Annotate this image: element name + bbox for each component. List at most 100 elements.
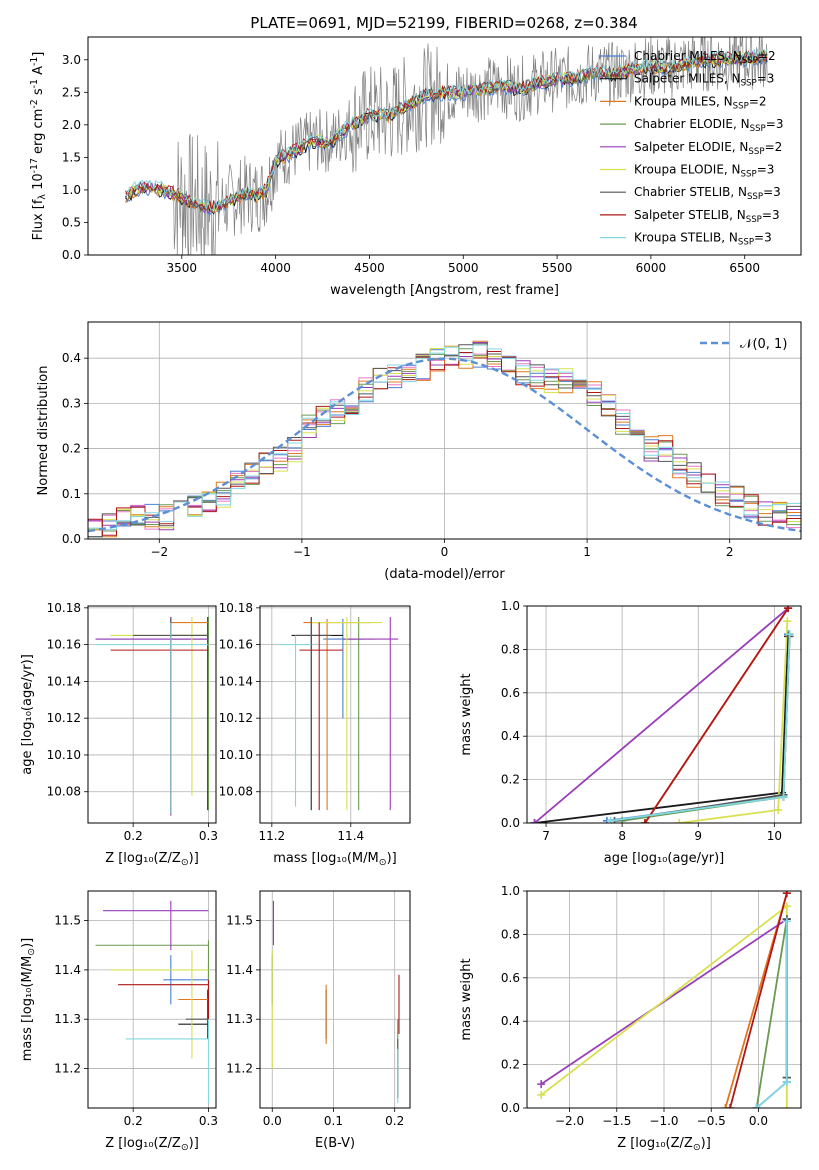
label-segment: Normed distribution	[36, 366, 51, 496]
label-segment: SSP	[742, 56, 758, 66]
label-segment: =2	[765, 140, 783, 154]
figure-title: PLATE=0691, MJD=52199, FIBERID=0268, z=0…	[250, 14, 637, 32]
label-segment: Z [log₁₀(Z/Z	[105, 1136, 181, 1151]
plot-area	[537, 891, 791, 1108]
weight-line	[644, 607, 789, 823]
y-tick-label: 0.4	[501, 729, 520, 743]
plot-area	[95, 900, 210, 1104]
weight-marker	[782, 1104, 791, 1108]
label-segment: E(B-V)	[315, 1136, 355, 1151]
label-segment: -1	[29, 79, 40, 88]
label-segment: erg cm	[31, 109, 46, 158]
errorbar-salpeter-elodie	[342, 617, 399, 811]
y-tick-label: 11.2	[226, 1062, 253, 1076]
y-axis-label: Flux [fλ 10-17 erg cm-2 s-1 A-1]	[29, 52, 48, 241]
label-segment: SSP	[733, 101, 749, 111]
x-tick-label: 0.2	[124, 829, 143, 843]
label-segment: Salpeter STELIB, N	[634, 208, 746, 222]
x-tick-label: 7	[542, 829, 550, 843]
legend-label: 𝒩(0, 1)	[740, 337, 787, 352]
label-segment: λ	[37, 194, 48, 200]
x-axis-label: Z [log₁₀(Z/Z⊙)]	[617, 1136, 711, 1153]
label-segment: Z [log₁₀(Z/Z	[105, 851, 181, 866]
label-segment: s	[31, 88, 46, 99]
weight-line	[755, 919, 788, 1108]
legend: 𝒩(0, 1)	[700, 337, 787, 352]
label-segment: Chabrier STELIB, N	[634, 185, 747, 199]
label-segment: Kroupa ELODIE, N	[634, 163, 741, 177]
errorbar-chabrier-stelib	[295, 617, 332, 811]
plot-area	[125, 37, 768, 255]
label-segment: Chabrier MILES, N	[634, 49, 742, 63]
y-tick-label: 0.2	[62, 442, 81, 456]
label-segment: ⊙	[181, 857, 189, 868]
label-segment: Kroupa STELIB, N	[634, 231, 738, 245]
panel-weight-vs-age: 7 8 9 10 0.0 0.2 0.4 0.6 0.8 1.0 age [log₁₀(age/yr…	[459, 599, 802, 866]
label-segment: age [log₁₀(age/yr)]	[604, 851, 725, 866]
label-segment: ]	[31, 52, 46, 57]
y-tick-label: 11.4	[226, 963, 253, 977]
label-segment: )]	[189, 1136, 199, 1151]
label-segment: )]	[20, 938, 35, 948]
weight-series-salpeter-stelib	[640, 606, 793, 823]
x-tick-label: 11.2	[258, 829, 285, 843]
y-tick-label: 0.2	[501, 1058, 520, 1072]
x-tick-label: −1.5	[602, 1114, 631, 1128]
panel-mass-vs-EBV: 0.0 0.1 0.2 11.2 11.3 11.4 11.5 E(B-V)	[226, 890, 411, 1151]
x-tick-label: 4500	[354, 261, 385, 275]
weight-marker	[640, 819, 649, 823]
x-axis-label: Z [log₁₀(Z/Z⊙)]	[105, 851, 199, 868]
x-axis-label: age [log₁₀(age/yr)]	[604, 851, 725, 866]
label-segment: Kroupa MILES, N	[634, 94, 733, 108]
y-tick-label: 10.18	[219, 601, 253, 615]
weight-marker	[752, 1104, 761, 1108]
x-tick-label: 6500	[729, 261, 760, 275]
y-axis-label: mass weight	[459, 958, 474, 1040]
label-segment: =3	[757, 72, 775, 86]
weight-marker	[726, 1104, 735, 1108]
x-tick-label: −2	[150, 545, 168, 559]
y-tick-label: 1.5	[62, 150, 81, 164]
x-tick-label: 0.2	[124, 1114, 143, 1128]
y-tick-label: 0.6	[501, 686, 520, 700]
y-tick-label: 0.4	[501, 1014, 520, 1028]
y-tick-label: 0.0	[501, 816, 520, 830]
y-tick-label: 11.5	[54, 914, 81, 928]
y-tick-label: 0.0	[501, 1101, 520, 1115]
label-segment: )]	[701, 1136, 711, 1151]
x-tick-label: 0.0	[749, 1114, 768, 1128]
y-tick-label: 10.16	[47, 638, 81, 652]
weight-marker	[782, 1077, 791, 1086]
weight-marker	[783, 617, 792, 626]
label-segment: ⊙	[181, 1142, 189, 1153]
y-tick-label: 10.10	[47, 748, 81, 762]
y-tick-label: 2.0	[62, 118, 81, 132]
y-tick-label: 10.12	[47, 711, 81, 725]
x-axis-label: Z [log₁₀(Z/Z⊙)]	[105, 1136, 199, 1153]
weight-series-kroupa-stelib	[752, 917, 791, 1108]
label-segment: SSP	[746, 215, 762, 225]
label-segment: -17	[29, 158, 40, 173]
x-tick-label: 10	[767, 829, 782, 843]
y-tick-label: 0.8	[501, 642, 520, 656]
label-segment: =3	[766, 117, 784, 131]
plot-area	[88, 340, 801, 538]
x-tick-label: −1	[293, 545, 311, 559]
label-segment: )]	[387, 851, 397, 866]
axes-frame	[526, 605, 802, 824]
y-tick-label: 1.0	[62, 183, 81, 197]
x-tick-label: 3500	[167, 261, 198, 275]
label-segment: =3	[763, 185, 781, 199]
y-tick-label: 10.08	[47, 785, 81, 799]
legend-label: Kroupa MILES, NSSP=2	[634, 94, 767, 111]
label-segment: Z [log₁₀(Z/Z	[617, 1136, 693, 1151]
y-tick-label: 0.3	[62, 396, 81, 410]
weight-marker	[782, 917, 791, 926]
weight-marker	[675, 819, 684, 823]
panel-spectrum: 3500 4000 4500 5000 5500 6000 6500 0.0 0.5 1.0 1.5…	[29, 36, 802, 298]
weight-marker	[606, 816, 615, 823]
label-segment: ⊙	[26, 948, 37, 956]
normal-curve-line	[88, 357, 801, 533]
x-tick-label: −0.5	[697, 1114, 726, 1128]
